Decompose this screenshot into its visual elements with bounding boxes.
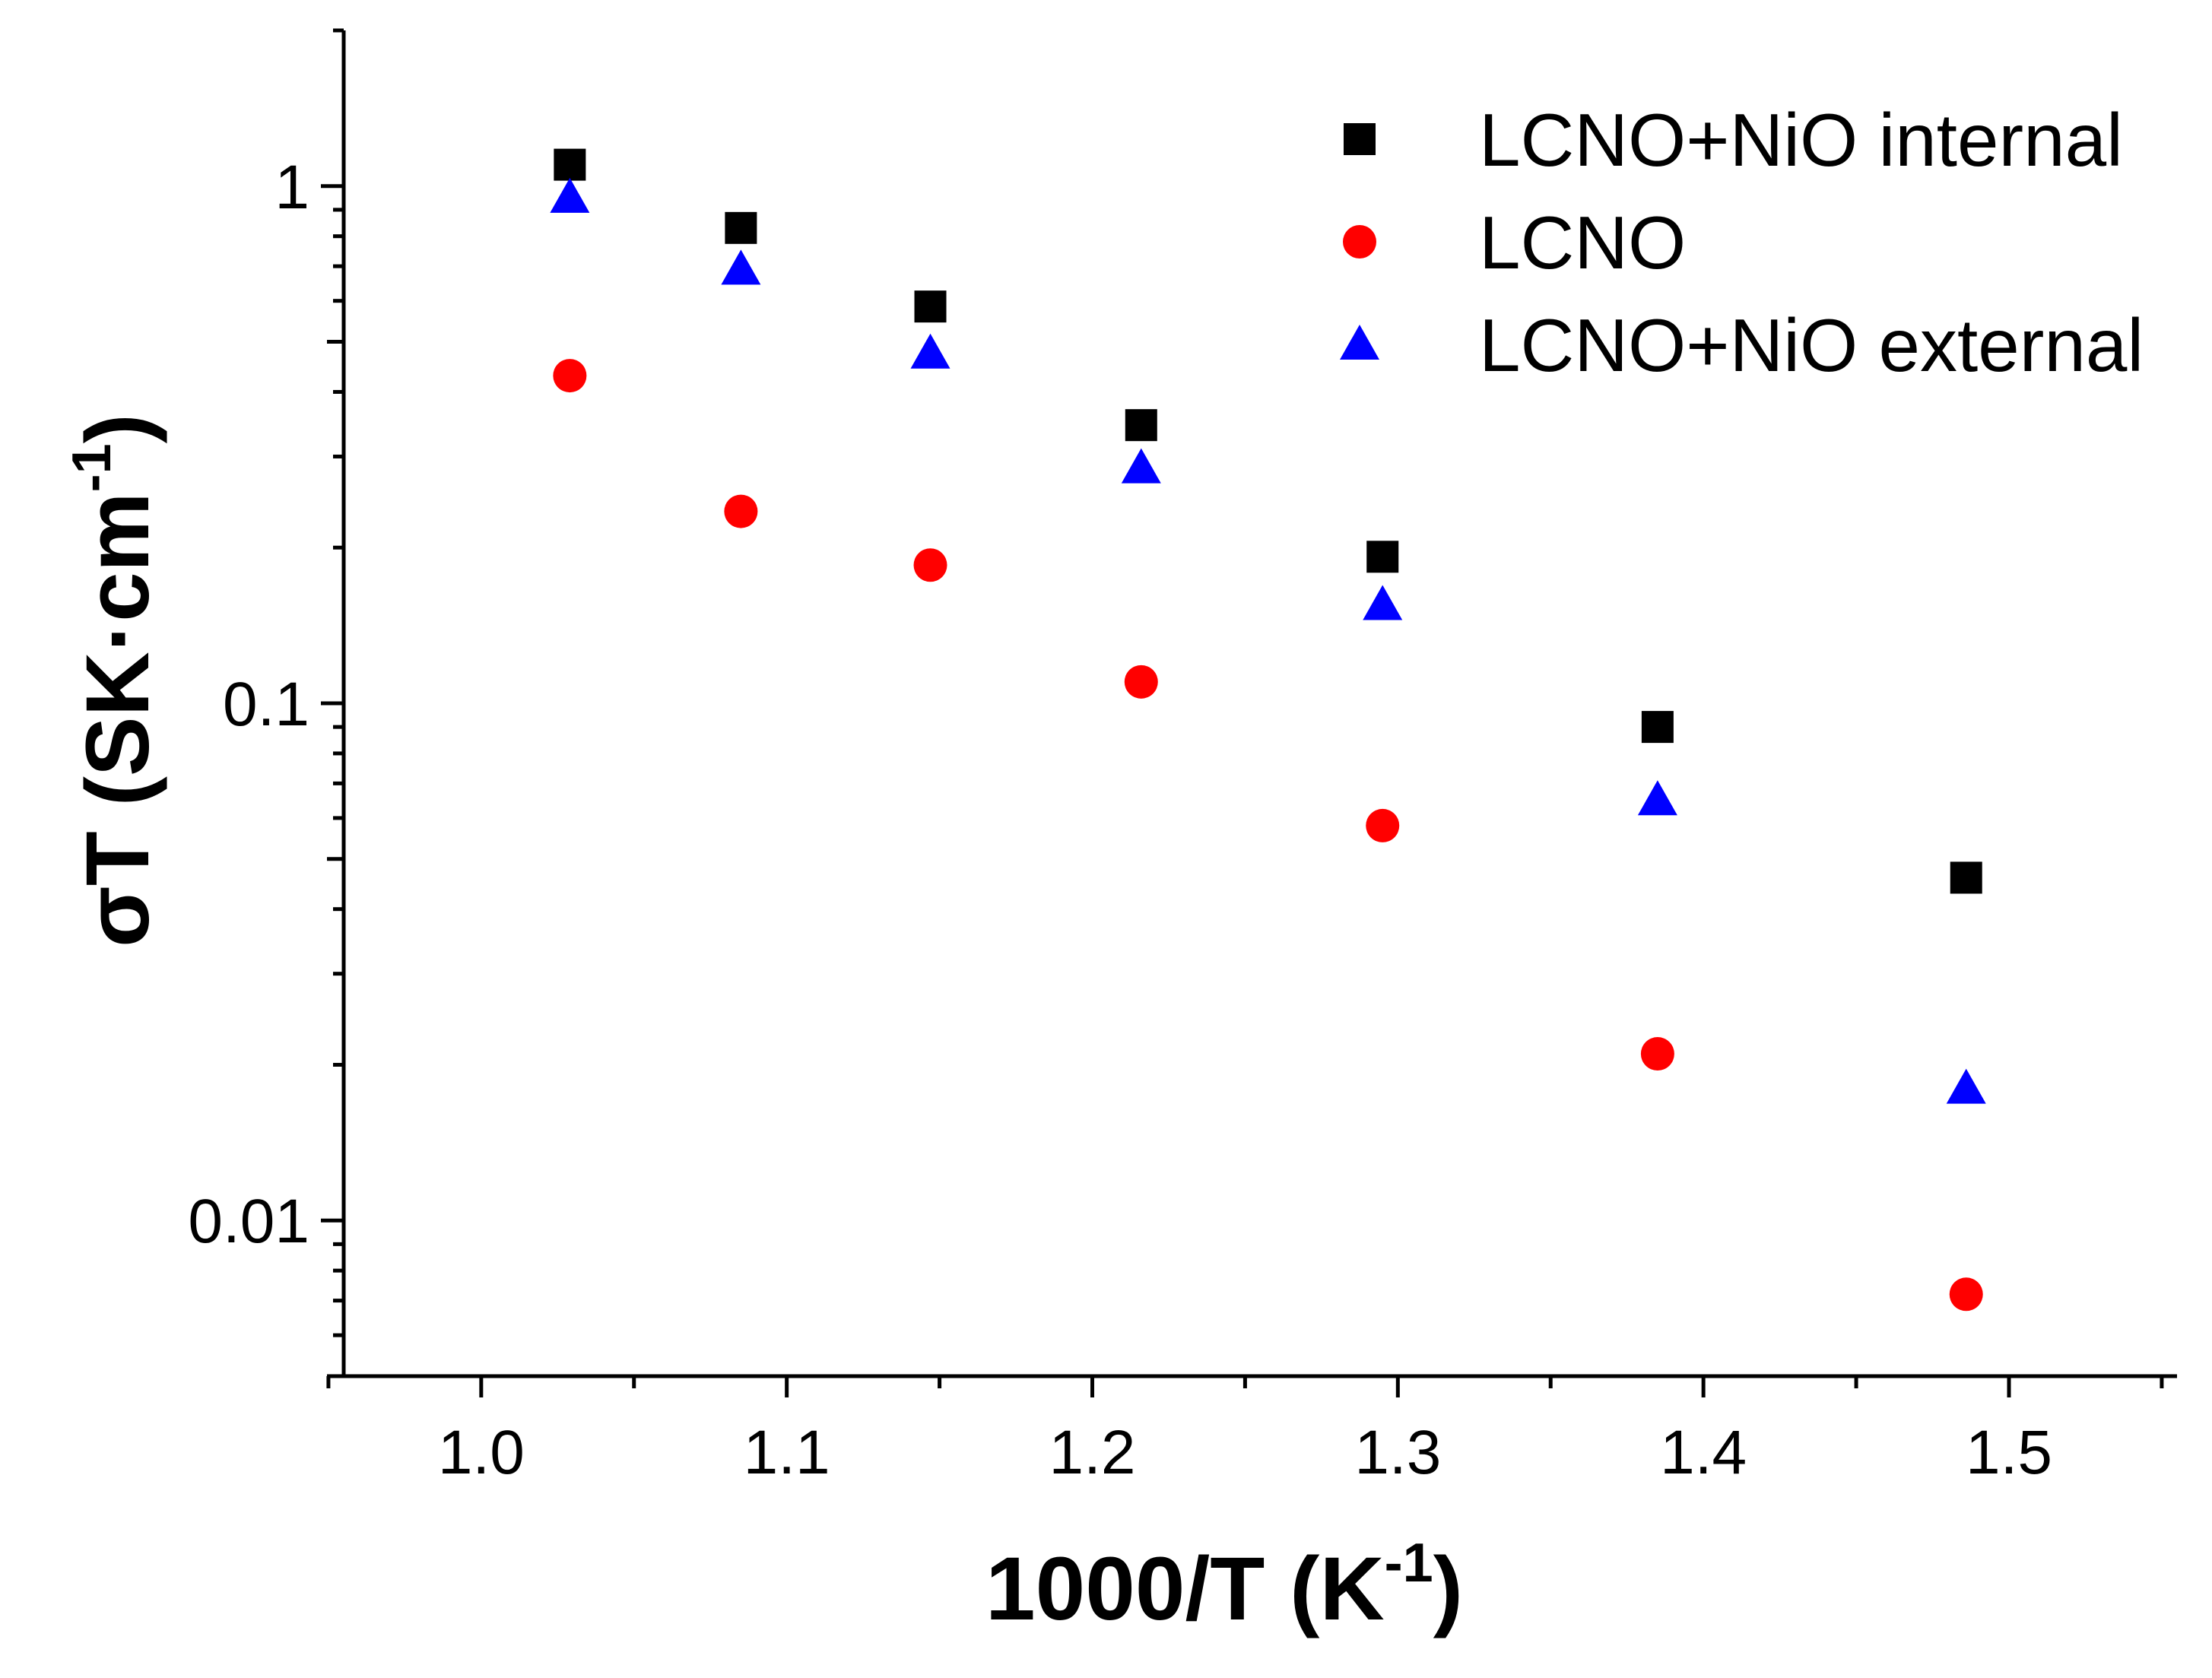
- data-point: [553, 359, 587, 393]
- data-point: [913, 548, 947, 582]
- series-triangle: [550, 177, 1986, 1104]
- x-tick-label: 1.5: [1966, 1418, 2052, 1487]
- legend-label: LCNO+NiO external: [1479, 303, 2144, 387]
- data-point: [1125, 409, 1157, 442]
- data-point: [1946, 1068, 1986, 1104]
- legend-label: LCNO+NiO internal: [1479, 98, 2123, 182]
- data-point: [1363, 585, 1403, 620]
- y-ticks: 0.01 0.1 1: [188, 28, 344, 1378]
- data-point: [721, 249, 761, 285]
- y-tick-label: 0.1: [223, 670, 309, 739]
- data-point: [1637, 780, 1677, 816]
- data-point: [1121, 448, 1161, 484]
- data-point: [914, 290, 947, 323]
- legend-marker: [1344, 123, 1376, 155]
- x-tick-label: 1.4: [1660, 1418, 1747, 1487]
- data-marks: [550, 148, 1986, 1312]
- x-tick-label: 1.2: [1049, 1418, 1135, 1487]
- x-tick-label: 1.3: [1354, 1418, 1441, 1487]
- data-point: [910, 333, 950, 369]
- x-tick-label: 1.1: [744, 1418, 830, 1487]
- legend: LCNO+NiO internal LCNO LCNO+NiO external: [1340, 98, 2144, 387]
- data-point: [1949, 1277, 1983, 1312]
- y-tick-label: 1: [275, 153, 309, 222]
- axes: [341, 30, 2177, 1378]
- data-point: [725, 211, 757, 244]
- series-square: [554, 148, 1982, 894]
- data-point: [1640, 1037, 1674, 1071]
- x-axis-title: 1000/T (K-1): [985, 1533, 1463, 1639]
- x-ticks: 1.0 1.1 1.2 1.3 1.4 1.5: [326, 1376, 2164, 1487]
- data-point: [1641, 711, 1674, 744]
- legend-marker: [1340, 325, 1379, 360]
- data-point: [1366, 541, 1399, 573]
- series-circle: [553, 359, 1983, 1312]
- data-point: [1366, 808, 1400, 842]
- data-point: [1950, 861, 1982, 894]
- data-point: [1124, 665, 1158, 699]
- x-tick-label: 1.0: [438, 1418, 525, 1487]
- y-tick-label: 0.01: [188, 1187, 309, 1256]
- data-point: [724, 494, 758, 528]
- legend-label: LCNO: [1479, 201, 1686, 284]
- y-axis-title: σT (SK·cm-1): [62, 414, 168, 947]
- data-point: [550, 177, 590, 213]
- legend-marker: [1343, 225, 1376, 259]
- data-point: [554, 148, 586, 181]
